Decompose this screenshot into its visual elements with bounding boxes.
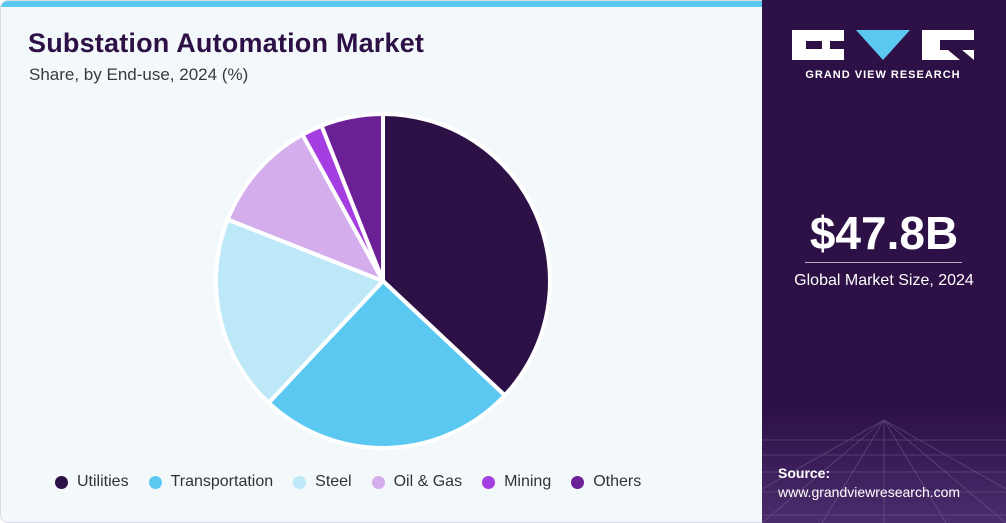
- legend-label: Steel: [315, 473, 352, 490]
- market-size-value: $47.8B: [809, 207, 959, 259]
- grid-decoration: [762, 410, 1006, 523]
- legend-item-steel: Steel: [293, 473, 352, 491]
- legend-item-mining: Mining: [482, 473, 551, 491]
- legend-label: Mining: [504, 473, 552, 490]
- company-logo: GRAND VIEW RESEARCH: [792, 28, 974, 88]
- pie-slice-transportation: [266, 279, 507, 450]
- legend-item-utilities: Utilities: [55, 473, 129, 491]
- legend-item-others: Others: [571, 473, 641, 491]
- source-url[interactable]: www.grandviewresearch.com: [778, 484, 961, 500]
- info-panel: GRAND VIEW RESEARCH $47.8B Global Market…: [762, 0, 1006, 523]
- legend-label: Transportation: [170, 473, 274, 490]
- legend-swatch: [371, 475, 385, 489]
- logo-text: GRAND VIEW RESEARCH: [805, 69, 961, 81]
- legend-label: Others: [593, 473, 642, 490]
- source-label: Source:: [778, 465, 831, 481]
- gvr-logo-icon: [792, 30, 974, 60]
- divider: [805, 262, 962, 263]
- legend-swatch: [293, 475, 307, 489]
- legend-item-oil-gas: Oil & Gas: [371, 473, 463, 491]
- legend-swatch: [148, 475, 162, 489]
- pie-slice-utilities: [381, 112, 552, 398]
- market-size-caption: Global Market Size, 2024: [794, 272, 974, 289]
- pie-slice-oil-gas: [225, 132, 385, 283]
- chart-subtitle: Share, by End-use, 2024 (%): [29, 65, 249, 84]
- legend-label: Utilities: [77, 473, 129, 490]
- pie-chart: [214, 112, 552, 450]
- legend-swatch: [55, 475, 68, 489]
- chart-title: Substation Automation Market: [28, 28, 425, 58]
- legend-label: Oil & Gas: [393, 473, 463, 490]
- chart-legend: Utilities Transportation Steel Oil & Gas Min…: [55, 473, 661, 491]
- legend-swatch: [482, 475, 496, 489]
- accent-bar: [1, 1, 763, 7]
- legend-swatch: [571, 475, 585, 489]
- pie-slice-others: [319, 112, 385, 283]
- legend-item-transportation: Transportation: [148, 473, 274, 491]
